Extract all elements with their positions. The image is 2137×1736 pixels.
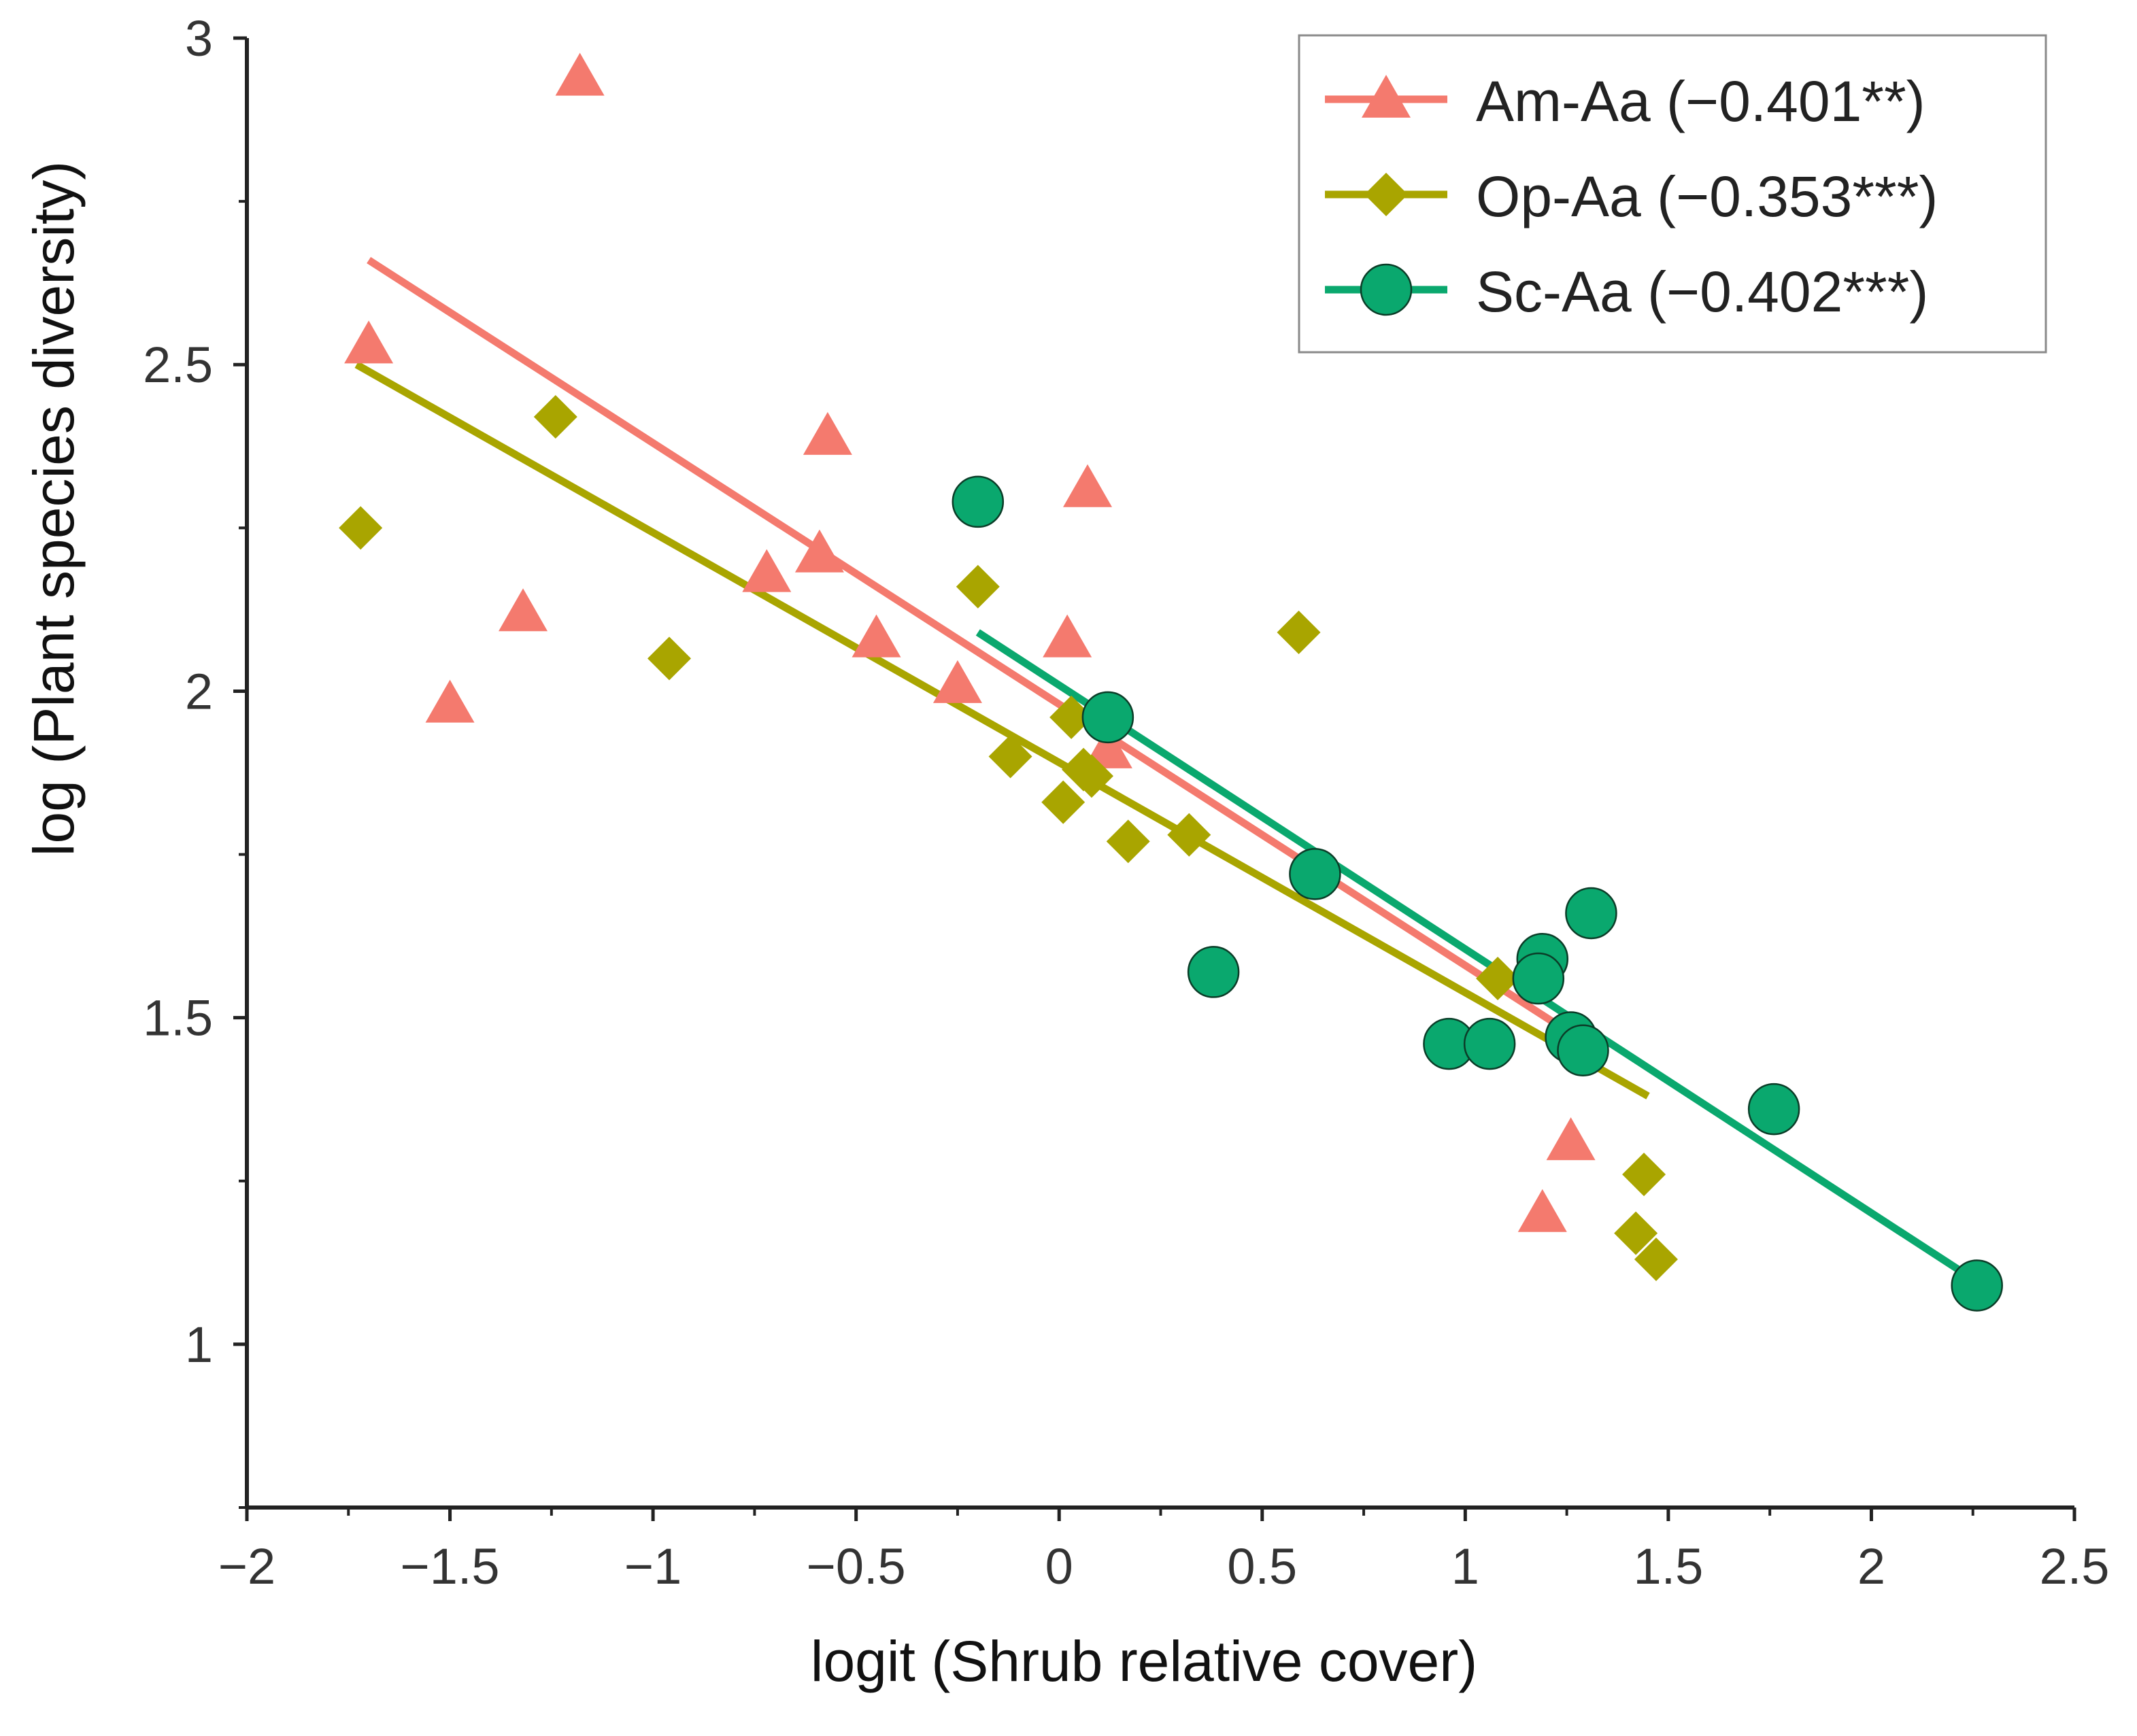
legend: Am-Aa (−0.401**) Op-Aa (−0.353***) Sc-Aa… — [1298, 34, 2047, 354]
x-tick-label: 1.5 — [1633, 1538, 1703, 1595]
y-tick-label: 1.5 — [143, 990, 213, 1046]
tick-group: −2 −1.5 −1 −0.5 0 0.5 1 1.5 2 2.5 1 1.5 2 2.5 3 — [143, 10, 2109, 1595]
point-sc-aa — [1951, 1259, 2003, 1312]
point-op-aa — [956, 564, 1000, 609]
point-am-aa — [499, 588, 548, 632]
point-am-aa — [794, 529, 844, 573]
y-tick-label: 3 — [185, 10, 213, 67]
point-op-aa — [533, 395, 577, 439]
point-op-aa — [1041, 780, 1086, 824]
y-tick-label: 2.5 — [143, 337, 213, 393]
point-am-aa — [742, 549, 792, 592]
point-op-aa — [1167, 813, 1211, 857]
point-am-aa — [555, 52, 605, 96]
point-am-aa — [1546, 1117, 1596, 1161]
x-tick-label: −1.5 — [401, 1538, 500, 1595]
point-sc-aa — [1289, 848, 1341, 900]
point-am-aa — [852, 614, 901, 658]
point-am-aa — [1517, 1189, 1567, 1232]
x-tick-label: −0.5 — [807, 1538, 906, 1595]
y-axis-title: log (Plant species diversity) — [22, 161, 86, 856]
point-sc-aa — [1557, 1024, 1609, 1076]
x-axis-title: logit (Shrub relative cover) — [811, 1629, 1477, 1693]
legend-marker-sc-aa — [1360, 263, 1413, 316]
point-am-aa — [425, 679, 475, 723]
point-op-aa — [1476, 957, 1520, 1001]
point-sc-aa — [1081, 691, 1134, 744]
point-sc-aa — [1512, 952, 1565, 1005]
point-sc-aa — [1747, 1083, 1800, 1136]
legend-marker-op-aa — [1364, 173, 1408, 216]
fit-line-am-aa — [367, 256, 1569, 1034]
data-points — [339, 52, 2003, 1312]
y-tick-label: 2 — [185, 663, 213, 719]
legend-label-sc-aa: Sc-Aa (−0.402***) — [1476, 260, 1928, 324]
point-am-aa — [1063, 464, 1113, 507]
legend-items — [1325, 75, 1447, 316]
point-am-aa — [1083, 725, 1132, 768]
fit-line-op-aa — [354, 361, 1650, 1100]
point-sc-aa — [952, 475, 1005, 528]
point-op-aa — [1634, 1238, 1678, 1282]
fit-lines — [354, 256, 1975, 1282]
point-op-aa — [647, 636, 691, 681]
point-sc-aa — [1463, 1017, 1516, 1070]
point-op-aa — [1622, 1153, 1666, 1197]
point-op-aa — [988, 734, 1032, 779]
point-op-aa — [1062, 747, 1106, 792]
x-tick-label: −2 — [218, 1538, 275, 1595]
point-sc-aa — [1187, 946, 1240, 998]
fit-line-sc-aa — [975, 629, 1975, 1282]
point-am-aa — [932, 660, 982, 703]
point-am-aa — [344, 320, 394, 364]
y-tick-label: 1 — [185, 1316, 213, 1373]
x-tick-label: 0 — [1045, 1538, 1073, 1595]
x-tick-label: 0.5 — [1227, 1538, 1297, 1595]
point-op-aa — [339, 506, 383, 550]
x-tick-label: −1 — [624, 1538, 682, 1595]
point-op-aa — [1277, 611, 1321, 655]
point-am-aa — [1043, 614, 1092, 658]
point-op-aa — [1049, 695, 1094, 739]
legend-marker-am-aa — [1362, 75, 1411, 118]
point-am-aa — [803, 411, 852, 455]
legend-label-op-aa: Op-Aa (−0.353***) — [1476, 165, 1938, 228]
point-op-aa — [1614, 1211, 1658, 1255]
point-sc-aa — [1565, 887, 1617, 940]
legend-label-am-aa: Am-Aa (−0.401**) — [1476, 69, 1925, 133]
point-op-aa — [1106, 819, 1150, 864]
x-tick-label: 1 — [1451, 1538, 1479, 1595]
x-tick-label: 2.5 — [2040, 1538, 2110, 1595]
x-tick-label: 2 — [1857, 1538, 1885, 1595]
